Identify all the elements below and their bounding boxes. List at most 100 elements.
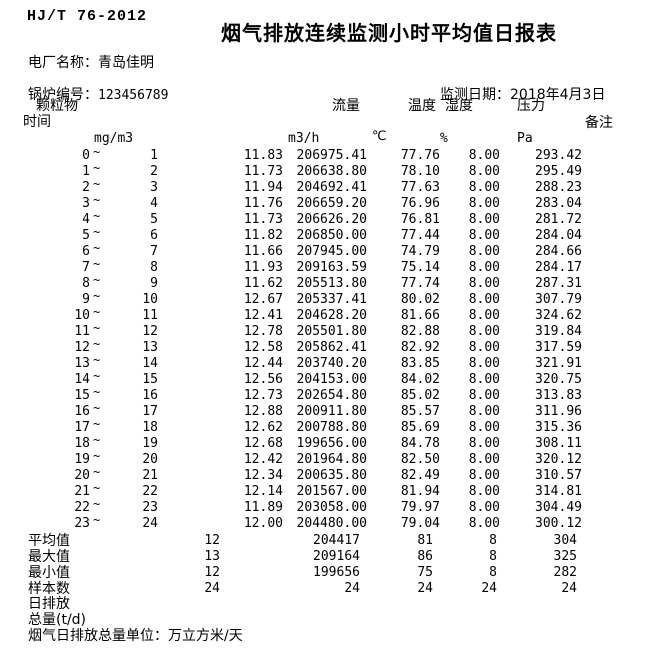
tilde-separator: ~ [93, 385, 101, 399]
hour-start-cell: 1 [82, 164, 90, 179]
humidity-cell: 8.00 [468, 260, 500, 275]
hour-start-cell: 21 [74, 484, 90, 499]
humidity-cell: 8.00 [468, 148, 500, 163]
particulate-cell: 12.42 [243, 452, 283, 467]
footer-daily-emission: 日排放 [28, 596, 70, 612]
flow-cell: 200635.80 [296, 468, 367, 483]
temperature-cell: 82.92 [400, 340, 440, 355]
hour-end-cell: 11 [142, 308, 158, 323]
summary-row: 最大值 13 209164 86 8 325 [0, 549, 647, 565]
table-row: 17 ~18 12.62 200788.80 85.69 8.00 315.36 [0, 417, 647, 436]
flow-cell: 206626.20 [296, 212, 367, 227]
flow-cell: 204480.00 [296, 516, 367, 531]
tilde-separator: ~ [93, 353, 101, 367]
tilde-separator: ~ [93, 497, 101, 511]
tilde-separator: ~ [93, 417, 101, 431]
table-row: 23 ~24 12.00 204480.00 79.04 8.00 300.12 [0, 513, 647, 532]
summary-flow-cell: 204417 [313, 533, 360, 548]
summary-row-label: 样本数 [28, 581, 70, 597]
humidity-cell: 8.00 [468, 340, 500, 355]
summary-pressure-cell: 24 [561, 581, 577, 596]
pressure-cell: 284.66 [535, 244, 582, 259]
flow-cell: 204153.00 [296, 372, 367, 387]
unit-pressure: Pa [517, 131, 533, 146]
temperature-cell: 77.63 [400, 180, 440, 195]
particulate-cell: 12.73 [243, 388, 283, 403]
particulate-cell: 12.41 [243, 308, 283, 323]
humidity-cell: 8.00 [468, 500, 500, 515]
hour-end-cell: 15 [142, 372, 158, 387]
pressure-cell: 320.12 [535, 452, 582, 467]
humidity-cell: 8.00 [468, 324, 500, 339]
pressure-cell: 300.12 [535, 516, 582, 531]
pressure-cell: 313.83 [535, 388, 582, 403]
plant-name-value: 青岛佳明 [98, 55, 154, 71]
footer-flue-gas-total-unit-note: 烟气日排放总量单位：万立方米/天 [28, 628, 243, 644]
summary-flow-cell: 209164 [313, 549, 360, 564]
column-header-pressure: 压力 [517, 98, 545, 114]
hour-end-cell: 24 [142, 516, 158, 531]
particulate-cell: 12.34 [243, 468, 283, 483]
pressure-cell: 304.49 [535, 500, 582, 515]
table-row: 10 ~11 12.41 204628.20 81.66 8.00 324.62 [0, 305, 647, 324]
pressure-cell: 319.84 [535, 324, 582, 339]
particulate-cell: 11.82 [243, 228, 283, 243]
hour-start-cell: 0 [82, 148, 90, 163]
summary-humidity-cell: 8 [489, 565, 497, 580]
humidity-cell: 8.00 [468, 292, 500, 307]
pressure-cell: 315.36 [535, 420, 582, 435]
temperature-cell: 79.04 [400, 516, 440, 531]
hour-start-cell: 23 [74, 516, 90, 531]
flow-cell: 205513.80 [296, 276, 367, 291]
hour-start-cell: 16 [74, 404, 90, 419]
summary-humidity-cell: 24 [481, 581, 497, 596]
hour-start-cell: 3 [82, 196, 90, 211]
hour-start-cell: 8 [82, 276, 90, 291]
pressure-cell: 283.04 [535, 196, 582, 211]
tilde-separator: ~ [93, 145, 101, 159]
temperature-cell: 85.57 [400, 404, 440, 419]
summary-row: 样本数 24 24 24 24 24 [0, 581, 647, 597]
particulate-cell: 12.58 [243, 340, 283, 355]
hour-end-cell: 14 [142, 356, 158, 371]
unit-flow: m3/h [288, 131, 320, 146]
tilde-separator: ~ [93, 337, 101, 351]
pressure-cell: 307.79 [535, 292, 582, 307]
particulate-cell: 12.67 [243, 292, 283, 307]
hour-end-cell: 1 [150, 148, 158, 163]
page-title: 烟气排放连续监测小时平均值日报表 [221, 21, 557, 45]
particulate-cell: 11.83 [243, 148, 283, 163]
humidity-cell: 8.00 [468, 196, 500, 211]
hour-start-cell: 12 [74, 340, 90, 355]
hour-start-cell: 7 [82, 260, 90, 275]
temperature-cell: 76.81 [400, 212, 440, 227]
tilde-separator: ~ [93, 369, 101, 383]
column-header-remark: 备注 [585, 115, 613, 131]
table-row: 6 ~7 11.66 207945.00 74.79 8.00 284.66 [0, 241, 647, 260]
hour-end-cell: 3 [150, 180, 158, 195]
flow-cell: 204628.20 [296, 308, 367, 323]
unit-particulate: mg/m3 [94, 131, 134, 146]
table-row: 19 ~20 12.42 201964.80 82.50 8.00 320.12 [0, 449, 647, 468]
temperature-cell: 78.10 [400, 164, 440, 179]
tilde-separator: ~ [93, 225, 101, 239]
summary-humidity-cell: 8 [489, 549, 497, 564]
pressure-cell: 314.81 [535, 484, 582, 499]
summary-temperature-cell: 24 [417, 581, 433, 596]
table-row: 0 ~1 11.83 206975.41 77.76 8.00 293.42 [0, 145, 647, 164]
temperature-cell: 75.14 [400, 260, 440, 275]
tilde-separator: ~ [93, 289, 101, 303]
hour-start-cell: 18 [74, 436, 90, 451]
hour-start-cell: 4 [82, 212, 90, 227]
hour-start-cell: 9 [82, 292, 90, 307]
column-header-particulate: 颗粒物 [36, 98, 78, 114]
summary-pressure-cell: 282 [553, 565, 577, 580]
table-row: 9 ~10 12.67 205337.41 80.02 8.00 307.79 [0, 289, 647, 308]
unit-temperature: ℃ [372, 129, 387, 144]
flow-cell: 202654.80 [296, 388, 367, 403]
flow-cell: 207945.00 [296, 244, 367, 259]
boiler-number-line: 锅炉编号：123456789 [28, 84, 168, 103]
unit-humidity: % [440, 131, 448, 146]
tilde-separator: ~ [93, 241, 101, 255]
hour-start-cell: 2 [82, 180, 90, 195]
